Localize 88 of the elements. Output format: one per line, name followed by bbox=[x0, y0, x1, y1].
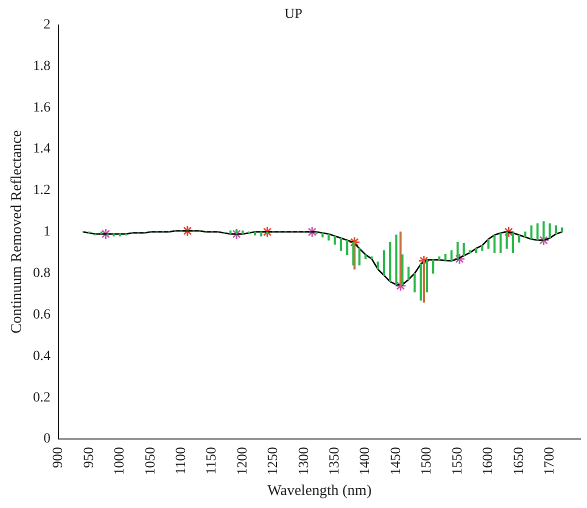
x-tick-label: 1650 bbox=[512, 447, 527, 475]
bar bbox=[554, 225, 558, 234]
bar bbox=[382, 250, 386, 276]
bar bbox=[518, 234, 520, 243]
bar bbox=[376, 262, 379, 270]
y-tick-label: 0.4 bbox=[33, 348, 50, 364]
bar bbox=[328, 234, 330, 241]
x-tick-label: 900 bbox=[51, 447, 66, 468]
bar bbox=[420, 264, 422, 301]
x-tick-label: 1400 bbox=[358, 447, 374, 475]
bar bbox=[321, 232, 324, 238]
y-axis-title: Continuum Removed Reflectance bbox=[8, 130, 25, 334]
bar bbox=[524, 232, 526, 238]
y-tick-label: 1.2 bbox=[33, 183, 50, 198]
x-tick-label: 1350 bbox=[328, 447, 343, 475]
bar bbox=[481, 245, 484, 251]
x-tick-label: 1000 bbox=[112, 447, 128, 475]
bar bbox=[395, 234, 398, 286]
y-tick-label: 0 bbox=[44, 432, 50, 447]
bar bbox=[414, 272, 416, 292]
chart-title: UP bbox=[284, 7, 303, 22]
bar bbox=[260, 232, 262, 236]
point bbox=[502, 226, 514, 238]
bar bbox=[493, 234, 496, 253]
x-tick-label: 1300 bbox=[296, 447, 312, 475]
bar bbox=[530, 225, 532, 240]
bar bbox=[340, 238, 342, 251]
bar bbox=[487, 238, 490, 249]
x-tick-label: 1100 bbox=[174, 447, 189, 474]
x-tick-label: 1600 bbox=[481, 447, 496, 475]
bar bbox=[399, 232, 402, 286]
bar bbox=[468, 250, 472, 253]
bar bbox=[118, 234, 121, 236]
x-tick-label: 950 bbox=[82, 447, 97, 468]
x-tick-label: 1450 bbox=[388, 447, 404, 475]
bar bbox=[358, 248, 360, 266]
y-tick-label: 0.6 bbox=[33, 307, 50, 322]
bar bbox=[346, 240, 348, 256]
bar bbox=[506, 232, 508, 249]
point bbox=[454, 253, 466, 265]
bar bbox=[500, 232, 502, 253]
x-tick-label: 1050 bbox=[143, 447, 158, 475]
point bbox=[100, 228, 112, 240]
bar bbox=[444, 254, 446, 261]
point bbox=[306, 226, 318, 238]
bar bbox=[242, 230, 244, 234]
bar bbox=[389, 242, 392, 282]
bar bbox=[229, 230, 232, 234]
bar bbox=[475, 248, 478, 253]
bar bbox=[100, 232, 103, 234]
bar bbox=[548, 223, 551, 238]
bar bbox=[542, 221, 545, 241]
bar bbox=[236, 230, 238, 234]
bar bbox=[438, 256, 440, 260]
bar bbox=[512, 232, 514, 253]
bar bbox=[450, 250, 453, 262]
y-tick-label: 0.8 bbox=[33, 266, 50, 281]
x-tick-label: 1200 bbox=[235, 447, 250, 475]
bar bbox=[407, 266, 410, 280]
point bbox=[230, 228, 242, 240]
bar bbox=[462, 242, 465, 256]
bar bbox=[370, 256, 373, 260]
bar bbox=[432, 260, 434, 274]
bar bbox=[536, 223, 539, 241]
y-tick-label: 2 bbox=[44, 17, 50, 32]
bar bbox=[315, 232, 318, 234]
x-axis-title: Wavelength (nm) bbox=[267, 482, 372, 499]
bar bbox=[112, 234, 115, 236]
bar bbox=[456, 242, 459, 260]
x-tick-label: 1250 bbox=[266, 447, 282, 475]
bar bbox=[266, 232, 268, 234]
bar bbox=[352, 242, 354, 266]
point bbox=[262, 226, 274, 238]
y-tick-label: 1.6 bbox=[33, 100, 50, 116]
bar bbox=[254, 232, 256, 236]
bar bbox=[426, 260, 428, 292]
x-tick-label: 1150 bbox=[204, 447, 220, 474]
bar bbox=[334, 236, 336, 245]
bar bbox=[401, 254, 404, 286]
y-tick-label: 1 bbox=[44, 224, 50, 240]
y-tick-label: 1.4 bbox=[33, 142, 50, 157]
x-tick-label: 1550 bbox=[450, 447, 466, 475]
x-tick-label: 1700 bbox=[542, 447, 558, 475]
y-tick-label: 0.2 bbox=[33, 390, 50, 406]
x-tick-label: 1500 bbox=[420, 447, 435, 475]
y-tick-label: 1.8 bbox=[33, 58, 50, 74]
point bbox=[182, 225, 194, 237]
bar bbox=[422, 260, 425, 303]
